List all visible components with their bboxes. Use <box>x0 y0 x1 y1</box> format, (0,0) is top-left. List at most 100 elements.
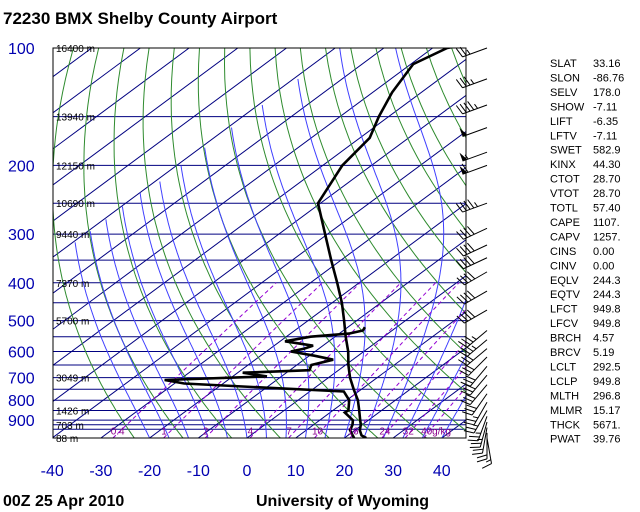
pressure-tick-label: 200 <box>8 158 35 175</box>
barb-full <box>464 364 475 371</box>
temperature-tick-label: -20 <box>138 463 161 480</box>
height-label: 12150 m <box>56 161 95 172</box>
barb-full <box>455 105 463 115</box>
dry-adiabat <box>249 48 466 432</box>
barb-staff <box>477 416 488 441</box>
mixing-ratio-line <box>404 366 466 438</box>
barb-full <box>463 200 471 210</box>
mixing-ratio-label: 4 <box>248 426 254 437</box>
barb-full <box>456 247 464 257</box>
index-name: CAPV <box>550 231 581 243</box>
barb-full <box>459 246 468 255</box>
moist-adiabat <box>139 192 228 438</box>
barb-half <box>474 202 479 207</box>
index-value: 296.8 <box>593 390 621 402</box>
index-value: 39.76 <box>593 434 621 446</box>
isotherm <box>53 58 466 366</box>
barb-staff <box>466 330 488 348</box>
barb-full <box>461 338 471 346</box>
barb-staff <box>486 437 493 464</box>
index-name: LCLP <box>550 376 578 388</box>
temperature-axis: -40 -30 -20 -10 0 10 20 30 40 <box>41 463 451 480</box>
barb-staff <box>462 47 488 58</box>
barb-half <box>471 336 477 340</box>
pressure-tick-label: 700 <box>8 371 35 388</box>
barb-staff <box>464 290 488 305</box>
barb-staff <box>463 227 488 240</box>
wind-barb <box>456 255 488 270</box>
wind-barb <box>456 226 488 240</box>
barb-half <box>470 79 475 84</box>
barb-staff <box>463 257 488 270</box>
barb-full <box>466 404 477 409</box>
temperature-tick-label: 30 <box>384 463 402 480</box>
dry-adiabat <box>142 48 281 438</box>
index-name: LCLT <box>550 361 576 373</box>
pressure-tick-label: 300 <box>8 227 35 244</box>
barb-full <box>456 315 465 324</box>
index-value: -7.11 <box>593 130 617 142</box>
barb-staff <box>462 202 488 213</box>
barb-full <box>460 400 471 406</box>
index-name: MLTH <box>550 390 579 402</box>
footer-source: University of Wyoming <box>256 493 429 510</box>
index-name: LFCV <box>550 318 579 330</box>
barb-full <box>466 309 476 318</box>
sounding-profiles <box>164 48 455 438</box>
barb-half <box>474 103 479 109</box>
barb-full <box>466 255 475 264</box>
barb-full <box>459 103 467 113</box>
index-name: LIFT <box>550 116 573 128</box>
barb-full <box>463 387 474 393</box>
index-name: BRCV <box>550 347 581 359</box>
temperature-tick-label: 40 <box>433 463 451 480</box>
barb-staff <box>462 78 488 89</box>
barb-staff <box>479 421 488 448</box>
index-value: 0.00 <box>593 260 614 272</box>
moist-adiabat <box>339 48 402 438</box>
barb-half <box>464 154 469 160</box>
dry-adiabat <box>375 48 466 232</box>
index-value: 44.30 <box>593 159 621 171</box>
barb-staff <box>468 356 488 376</box>
plot-frame <box>52 47 467 439</box>
temperature-tick-label: -10 <box>187 463 210 480</box>
temperature-tick-label: 10 <box>287 463 305 480</box>
barb-full <box>472 448 484 451</box>
barb-staff <box>462 104 488 115</box>
barb-full <box>463 102 471 112</box>
barb-full <box>469 435 480 438</box>
dry-adiabat <box>274 48 466 393</box>
index-value: 949.8 <box>593 376 621 388</box>
index-value: 292.5 <box>593 361 621 373</box>
barb-staff <box>473 410 488 434</box>
barb-full <box>465 375 476 381</box>
wind-barb <box>459 151 488 162</box>
index-value: 28.70 <box>593 174 621 186</box>
barb-full <box>472 452 483 455</box>
wind-barb <box>467 416 488 442</box>
index-name: CAPE <box>550 217 580 229</box>
isotherm <box>53 48 385 294</box>
index-name: SLON <box>550 72 580 84</box>
pressure-tick-label: 100 <box>8 41 35 58</box>
barb-full <box>466 290 476 299</box>
barb-full <box>467 101 475 111</box>
index-value: 244.3 <box>593 289 621 301</box>
wind-barb <box>456 309 488 324</box>
barb-full <box>466 242 475 252</box>
barb-full <box>466 226 475 235</box>
isotherm <box>53 48 336 258</box>
wind-barb <box>456 242 488 257</box>
moist-adiabat <box>159 181 248 438</box>
index-value: 4.57 <box>593 333 614 345</box>
mixing-ratio-line <box>249 282 402 438</box>
barb-full <box>467 199 475 209</box>
barb-full <box>456 296 465 305</box>
wind-barb <box>476 432 488 463</box>
barb-full <box>463 227 472 237</box>
index-name: LFCT <box>550 304 578 316</box>
barb-staff <box>466 348 488 366</box>
index-name: LFTV <box>550 130 578 142</box>
wind-barb <box>463 402 488 426</box>
